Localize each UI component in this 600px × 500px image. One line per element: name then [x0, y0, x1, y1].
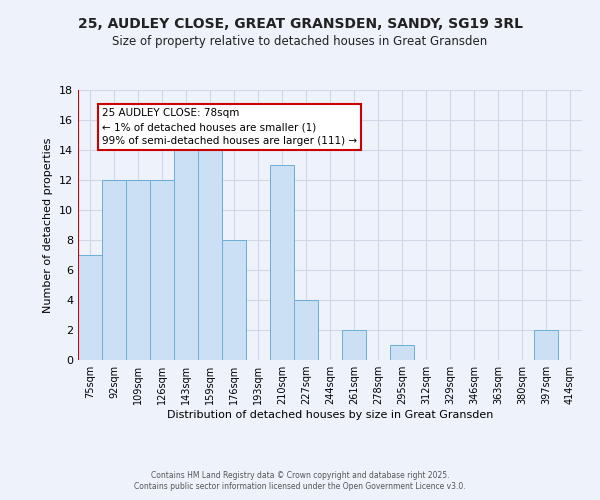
Bar [294, 300, 318, 360]
Text: Size of property relative to detached houses in Great Gransden: Size of property relative to detached ho… [112, 35, 488, 48]
Text: 25 AUDLEY CLOSE: 78sqm
← 1% of detached houses are smaller (1)
99% of semi-detac: 25 AUDLEY CLOSE: 78sqm ← 1% of detached … [102, 108, 357, 146]
Y-axis label: Number of detached properties: Number of detached properties [43, 138, 53, 312]
Text: Contains HM Land Registry data © Crown copyright and database right 2025.: Contains HM Land Registry data © Crown c… [151, 470, 449, 480]
Bar [342, 330, 366, 360]
Bar [534, 330, 558, 360]
Bar [102, 180, 126, 360]
Bar [150, 180, 174, 360]
Text: 25, AUDLEY CLOSE, GREAT GRANSDEN, SANDY, SG19 3RL: 25, AUDLEY CLOSE, GREAT GRANSDEN, SANDY,… [77, 18, 523, 32]
X-axis label: Distribution of detached houses by size in Great Gransden: Distribution of detached houses by size … [167, 410, 493, 420]
Bar [126, 180, 150, 360]
Text: Contains public sector information licensed under the Open Government Licence v3: Contains public sector information licen… [134, 482, 466, 491]
Bar [270, 165, 294, 360]
Bar [198, 150, 222, 360]
Bar [222, 240, 246, 360]
Bar [78, 255, 102, 360]
Bar [390, 345, 414, 360]
Bar [174, 135, 198, 360]
